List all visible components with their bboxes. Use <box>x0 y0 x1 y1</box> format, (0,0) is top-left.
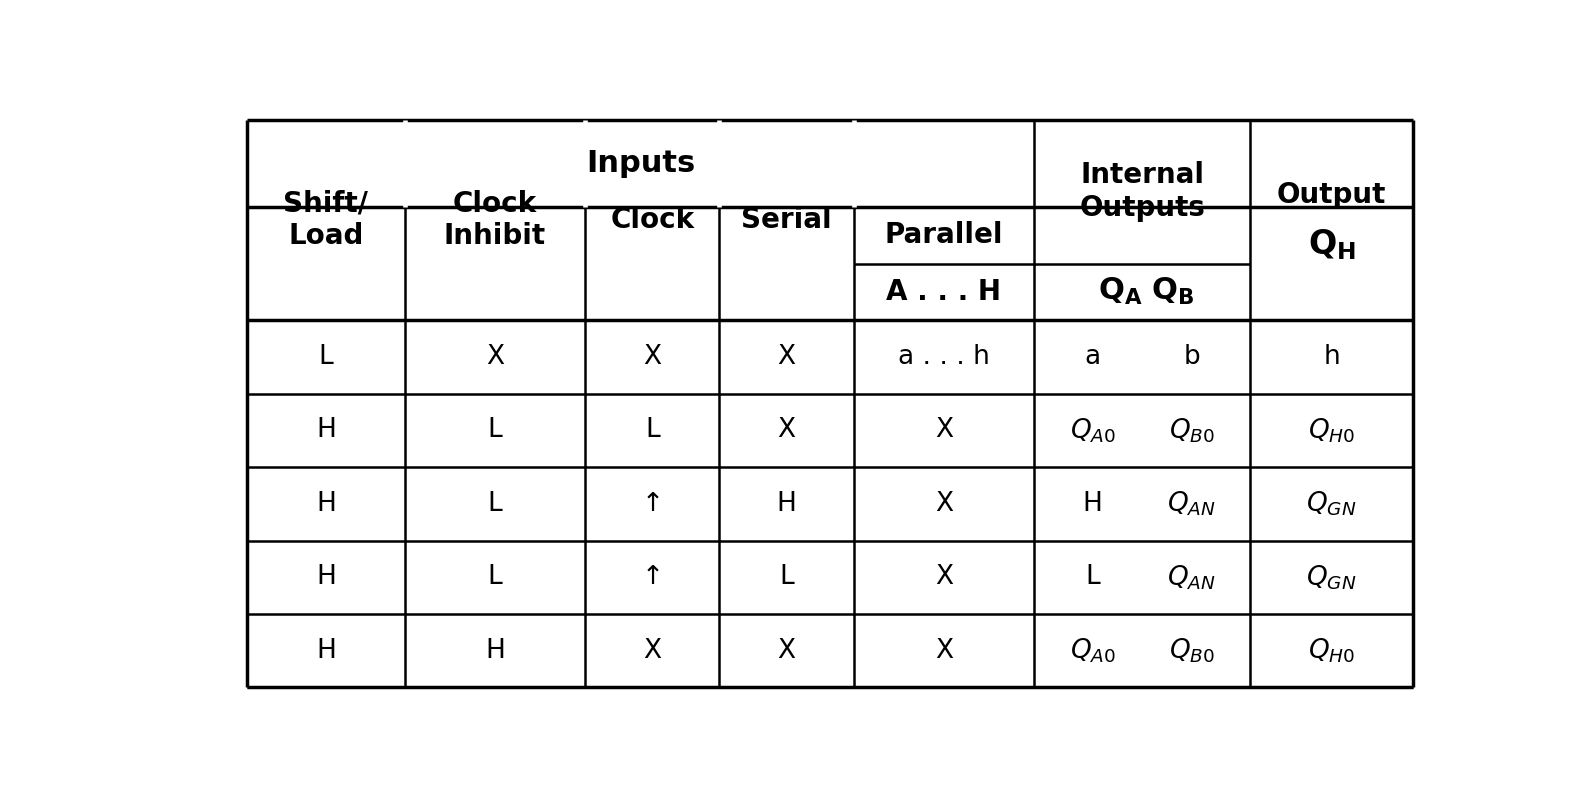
Text: $Q_{A0}$: $Q_{A0}$ <box>1069 416 1115 445</box>
Text: $Q_{B0}$: $Q_{B0}$ <box>1169 416 1215 445</box>
Text: L: L <box>488 417 502 443</box>
Text: ↑: ↑ <box>642 491 664 517</box>
Text: $Q_{AN}$: $Q_{AN}$ <box>1167 563 1217 592</box>
Text: H: H <box>1082 491 1102 517</box>
Text: Output: Output <box>1277 182 1386 209</box>
Text: $Q_{H0}$: $Q_{H0}$ <box>1308 416 1356 445</box>
Text: $Q_{GN}$: $Q_{GN}$ <box>1307 563 1357 592</box>
Text: Parallel: Parallel <box>885 221 1003 250</box>
Text: Internal
Outputs: Internal Outputs <box>1079 162 1205 222</box>
Text: $Q_{H0}$: $Q_{H0}$ <box>1308 637 1356 665</box>
Text: X: X <box>778 417 795 443</box>
Text: L: L <box>318 344 333 370</box>
Text: H: H <box>315 491 336 517</box>
Text: L: L <box>1085 565 1099 590</box>
Text: H: H <box>485 638 505 664</box>
Text: b: b <box>1183 344 1201 370</box>
Text: H: H <box>315 638 336 664</box>
Text: $Q_{AN}$: $Q_{AN}$ <box>1167 489 1217 518</box>
Text: L: L <box>488 491 502 517</box>
Text: X: X <box>935 417 954 443</box>
Text: Serial: Serial <box>741 206 832 234</box>
Text: $Q_{GN}$: $Q_{GN}$ <box>1307 489 1357 518</box>
Text: X: X <box>935 638 954 664</box>
Text: $Q_{A0}$: $Q_{A0}$ <box>1069 637 1115 665</box>
Text: $\mathbf{Q_B}$: $\mathbf{Q_B}$ <box>1152 277 1194 308</box>
Text: Clock: Clock <box>610 206 694 234</box>
Text: X: X <box>778 344 795 370</box>
Text: H: H <box>315 565 336 590</box>
Text: L: L <box>645 417 661 443</box>
Text: X: X <box>486 344 504 370</box>
Text: H: H <box>776 491 797 517</box>
Text: $\mathbf{Q_A}$: $\mathbf{Q_A}$ <box>1098 277 1142 308</box>
Text: X: X <box>935 565 954 590</box>
Text: X: X <box>935 491 954 517</box>
Text: a: a <box>1085 344 1101 370</box>
Text: L: L <box>488 565 502 590</box>
Text: Shift/
Load: Shift/ Load <box>284 190 367 250</box>
Text: H: H <box>315 417 336 443</box>
Text: L: L <box>779 565 794 590</box>
Text: Inputs: Inputs <box>586 149 695 178</box>
Text: X: X <box>643 638 662 664</box>
Text: X: X <box>643 344 662 370</box>
Text: Clock
Inhibit: Clock Inhibit <box>444 190 546 250</box>
Text: h: h <box>1323 344 1340 370</box>
Text: X: X <box>778 638 795 664</box>
Text: $Q_{B0}$: $Q_{B0}$ <box>1169 637 1215 665</box>
Text: $\mathbf{Q_H}$: $\mathbf{Q_H}$ <box>1308 227 1356 262</box>
Text: ↑: ↑ <box>642 565 664 590</box>
Text: a . . . h: a . . . h <box>898 344 990 370</box>
Text: A . . . H: A . . . H <box>887 278 1001 306</box>
